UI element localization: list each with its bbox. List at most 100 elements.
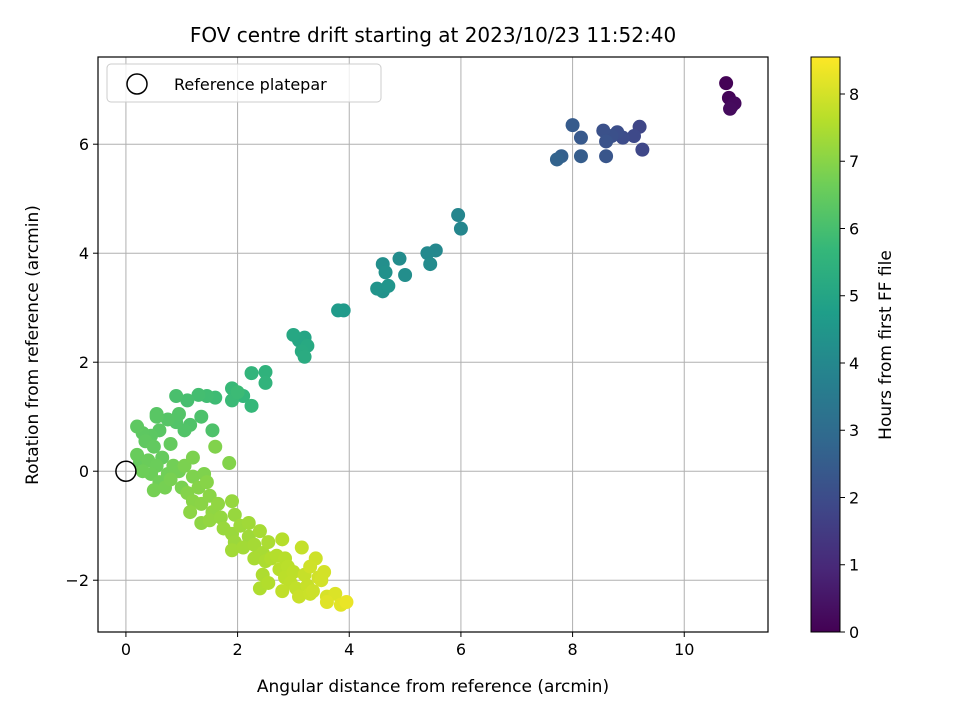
y-axis-label: Rotation from reference (arcmin) <box>23 205 43 485</box>
data-point <box>627 129 641 144</box>
data-point <box>160 412 175 427</box>
data-point <box>236 540 251 555</box>
data-point <box>370 281 385 296</box>
data-point <box>305 584 320 599</box>
legend-marker <box>126 73 148 95</box>
legend-label: Reference platepar <box>174 75 327 94</box>
data-point <box>599 134 614 149</box>
data-point <box>146 483 161 498</box>
data-point <box>423 257 438 272</box>
data-point <box>222 456 237 471</box>
data-point <box>339 595 354 610</box>
colorbar-tick-label: 2 <box>849 488 859 507</box>
data-point <box>451 208 466 223</box>
data-point <box>549 152 564 167</box>
data-point <box>199 475 214 490</box>
data-point <box>297 349 312 364</box>
y-tick-label: 4 <box>79 244 89 263</box>
data-point <box>420 246 435 261</box>
data-point <box>130 419 145 434</box>
data-point <box>185 469 200 484</box>
x-tick-label: 0 <box>121 640 131 659</box>
colorbar-tick-label: 1 <box>849 556 859 575</box>
colorbar-tick-label: 3 <box>849 421 859 440</box>
data-point <box>303 559 318 574</box>
data-point <box>171 406 186 421</box>
x-tick-label: 10 <box>674 640 694 659</box>
data-point <box>565 118 580 133</box>
plot-frame <box>97 56 769 633</box>
data-point <box>317 565 332 580</box>
data-point <box>596 123 611 138</box>
data-point <box>163 472 178 487</box>
y-tick-label: −2 <box>65 571 89 590</box>
data-point <box>230 385 245 400</box>
data-point <box>205 423 220 438</box>
data-point <box>135 464 150 479</box>
x-axis-label: Angular distance from reference (arcmin) <box>257 677 609 697</box>
data-point <box>573 130 588 145</box>
data-points <box>130 76 742 612</box>
data-point <box>292 589 306 604</box>
colorbar-tick-label: 5 <box>849 287 859 306</box>
y-tick-label: 2 <box>79 353 89 372</box>
data-point <box>225 494 239 509</box>
data-point <box>286 565 301 580</box>
x-tick-label: 2 <box>232 640 242 659</box>
data-point <box>227 507 242 522</box>
x-tick-label: 4 <box>344 640 354 659</box>
data-point <box>331 303 346 318</box>
data-point <box>194 409 209 424</box>
data-point <box>261 535 276 550</box>
legend-box <box>106 63 382 103</box>
colorbar-tick-label: 6 <box>849 219 859 238</box>
data-point <box>381 278 396 293</box>
data-point <box>635 142 650 157</box>
colorbar: 0 1 2 3 4 5 6 7 8 Hours from first FF file <box>810 56 896 642</box>
data-point <box>378 265 393 280</box>
data-point <box>183 505 198 520</box>
data-point <box>294 540 309 555</box>
data-point <box>286 327 301 342</box>
data-point <box>398 268 413 283</box>
grid <box>98 57 768 632</box>
data-point <box>247 551 262 566</box>
data-point <box>130 447 145 462</box>
data-point <box>191 387 206 402</box>
data-point <box>392 251 407 266</box>
data-point <box>225 543 239 558</box>
colorbar-label: Hours from first FF file <box>876 250 896 440</box>
colorbar-ticks: 0 1 2 3 4 5 6 7 8 <box>840 85 859 642</box>
data-point <box>261 575 276 590</box>
x-tick-label: 8 <box>567 640 577 659</box>
data-point <box>453 221 468 236</box>
data-point <box>180 393 195 408</box>
colorbar-tick-label: 7 <box>849 152 859 171</box>
data-point <box>169 389 184 404</box>
data-point <box>244 366 259 381</box>
data-point <box>275 532 290 547</box>
data-point <box>211 496 226 511</box>
colorbar-frame <box>810 56 841 633</box>
data-point <box>146 439 161 454</box>
data-point <box>599 149 614 164</box>
y-axis-ticks: −2 0 2 4 6 <box>65 135 98 590</box>
colorbar-gradient <box>811 57 840 632</box>
colorbar-tick-label: 8 <box>849 85 859 104</box>
x-axis-ticks: 0 2 4 6 8 10 <box>121 632 694 659</box>
colorbar-tick-label: 0 <box>849 623 859 642</box>
data-point <box>719 76 734 91</box>
data-point <box>241 515 256 530</box>
data-point <box>258 375 273 390</box>
colorbar-tick-label: 4 <box>849 354 859 373</box>
chart-title: FOV centre drift starting at 2023/10/23 … <box>190 23 676 47</box>
data-point <box>163 436 178 451</box>
data-point <box>275 584 290 599</box>
data-point <box>185 450 200 465</box>
data-point <box>252 524 267 539</box>
y-tick-label: 6 <box>79 135 89 154</box>
data-point <box>258 365 273 380</box>
data-point <box>213 510 228 525</box>
data-point <box>244 398 259 413</box>
